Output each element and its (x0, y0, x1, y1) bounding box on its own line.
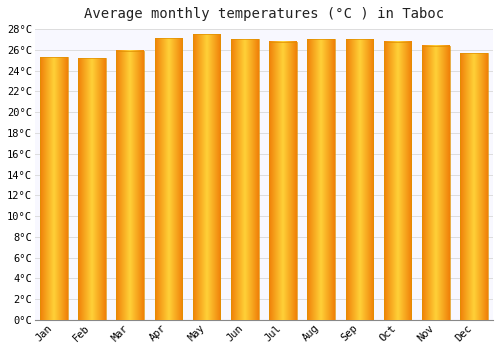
Bar (193, 34, 220, 320)
Title: Average monthly temperatures (°C ) in Taboc: Average monthly temperatures (°C ) in Ta… (84, 7, 444, 21)
Bar (154, 38, 182, 320)
Bar (40, 57, 68, 320)
Bar (384, 42, 411, 320)
Bar (269, 42, 296, 320)
Bar (460, 53, 487, 320)
Bar (422, 46, 450, 320)
Bar (231, 40, 258, 320)
Bar (78, 58, 106, 320)
Bar (346, 40, 373, 320)
Bar (308, 40, 335, 320)
Bar (116, 51, 144, 320)
